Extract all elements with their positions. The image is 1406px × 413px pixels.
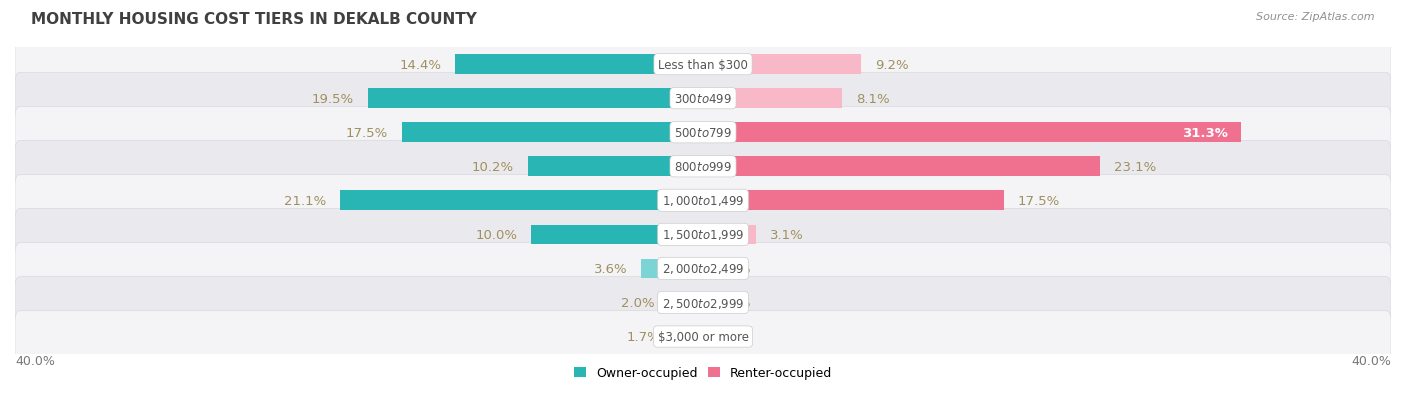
Text: $800 to $999: $800 to $999 (673, 160, 733, 173)
Text: 3.1%: 3.1% (770, 228, 804, 241)
FancyBboxPatch shape (15, 73, 1391, 125)
Text: $1,500 to $1,999: $1,500 to $1,999 (662, 228, 744, 242)
Bar (402, 123, 703, 143)
Text: 31.3%: 31.3% (1181, 126, 1227, 140)
Text: $2,500 to $2,999: $2,500 to $2,999 (662, 296, 744, 310)
Text: $2,000 to $2,499: $2,000 to $2,499 (662, 262, 744, 276)
FancyBboxPatch shape (15, 277, 1391, 329)
Text: 1.7%: 1.7% (626, 330, 659, 343)
Bar (669, 293, 703, 313)
Text: MONTHLY HOUSING COST TIERS IN DEKALB COUNTY: MONTHLY HOUSING COST TIERS IN DEKALB COU… (31, 12, 477, 27)
Bar (527, 157, 703, 177)
Bar (703, 225, 756, 244)
Text: $3,000 or more: $3,000 or more (658, 330, 748, 343)
Bar (340, 191, 703, 211)
Text: 0.0%: 0.0% (717, 262, 751, 275)
FancyBboxPatch shape (15, 175, 1391, 227)
Text: Less than $300: Less than $300 (658, 59, 748, 71)
FancyBboxPatch shape (15, 209, 1391, 261)
Text: 40.0%: 40.0% (1351, 354, 1391, 368)
Text: 14.4%: 14.4% (399, 59, 441, 71)
Text: 0.0%: 0.0% (717, 330, 751, 343)
Bar (531, 225, 703, 244)
Bar (703, 55, 862, 75)
Bar (673, 327, 703, 347)
FancyBboxPatch shape (15, 141, 1391, 193)
Text: $300 to $499: $300 to $499 (673, 93, 733, 105)
Bar (703, 191, 1004, 211)
FancyBboxPatch shape (15, 311, 1391, 363)
Bar (703, 123, 1241, 143)
Text: 21.1%: 21.1% (284, 195, 326, 207)
Text: 8.1%: 8.1% (856, 93, 890, 105)
Text: 23.1%: 23.1% (1114, 160, 1156, 173)
FancyBboxPatch shape (15, 243, 1391, 294)
Text: 19.5%: 19.5% (312, 93, 354, 105)
Bar (456, 55, 703, 75)
Text: 10.2%: 10.2% (471, 160, 513, 173)
Text: 9.2%: 9.2% (875, 59, 908, 71)
Text: 17.5%: 17.5% (1018, 195, 1060, 207)
Text: 3.6%: 3.6% (593, 262, 627, 275)
Text: $500 to $799: $500 to $799 (673, 126, 733, 140)
Text: $1,000 to $1,499: $1,000 to $1,499 (662, 194, 744, 208)
Text: Source: ZipAtlas.com: Source: ZipAtlas.com (1257, 12, 1375, 22)
Text: 0.0%: 0.0% (717, 296, 751, 309)
Text: 10.0%: 10.0% (475, 228, 517, 241)
FancyBboxPatch shape (15, 107, 1391, 159)
Text: 2.0%: 2.0% (621, 296, 655, 309)
Legend: Owner-occupied, Renter-occupied: Owner-occupied, Renter-occupied (568, 361, 838, 384)
FancyBboxPatch shape (15, 39, 1391, 91)
Bar (703, 157, 1101, 177)
Text: 17.5%: 17.5% (346, 126, 388, 140)
Text: 40.0%: 40.0% (15, 354, 55, 368)
Bar (367, 89, 703, 109)
Bar (641, 259, 703, 279)
Bar (703, 89, 842, 109)
